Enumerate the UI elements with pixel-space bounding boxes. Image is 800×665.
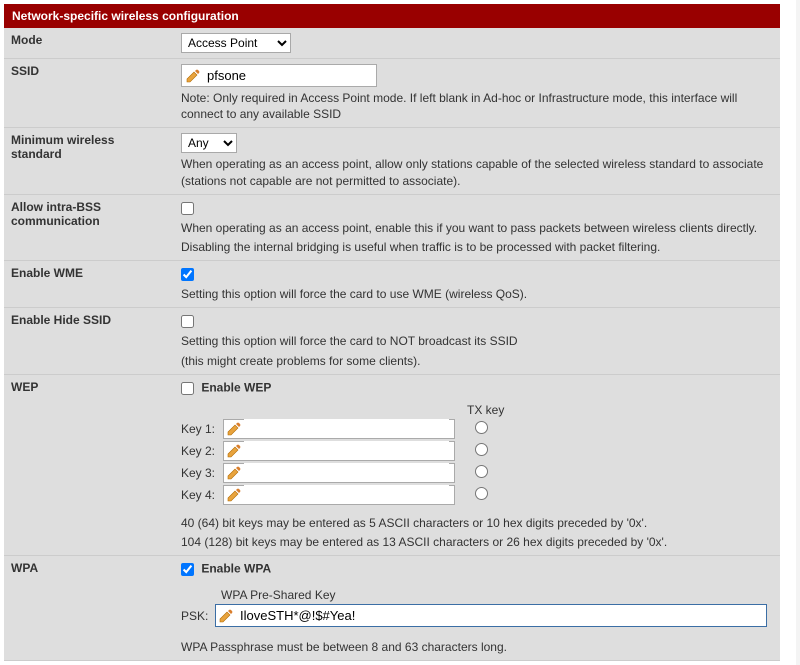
intrabss-label: Allow intra-BSS communication [4, 194, 174, 260]
panel-header: Network-specific wireless configuration [4, 4, 780, 28]
wep-key-3-label: Key 3: [181, 466, 223, 480]
wpa-psk-field-label: WPA Pre-Shared Key [221, 588, 773, 602]
wep-txkey-2-radio[interactable] [475, 443, 488, 456]
wep-enable-checkbox[interactable] [181, 382, 194, 395]
wep-txkey-4-radio[interactable] [475, 487, 488, 500]
wep-help1: 40 (64) bit keys may be entered as 5 ASC… [181, 515, 773, 531]
hidessid-help1: Setting this option will force the card … [181, 333, 773, 349]
pencil-icon [218, 608, 234, 624]
ssid-label: SSID [4, 59, 174, 128]
pencil-icon [226, 443, 242, 459]
txkey-header: TX key [467, 403, 773, 417]
wep-key-4-input[interactable] [244, 485, 449, 504]
wep-key-1-input[interactable] [244, 419, 449, 438]
wep-key-2-label: Key 2: [181, 444, 223, 458]
wep-txkey-1-radio[interactable] [475, 421, 488, 434]
wep-key-row-1: Key 1: [181, 419, 773, 439]
pencil-icon [226, 487, 242, 503]
wpa-enable-checkbox[interactable] [181, 563, 194, 576]
wep-key-row-3: Key 3: [181, 463, 773, 483]
wep-key-row-4: Key 4: [181, 485, 773, 505]
intrabss-checkbox[interactable] [181, 202, 194, 215]
wpa-psk-row-label: PSK: [181, 609, 215, 623]
ssid-input[interactable] [203, 66, 373, 85]
wep-enable-label: Enable WEP [201, 380, 271, 394]
minstd-select[interactable]: Any [181, 133, 237, 153]
panel-title: Network-specific wireless configuration [12, 9, 239, 23]
hidessid-help2: (this might create problems for some cli… [181, 353, 773, 369]
pencil-icon [226, 421, 242, 437]
mode-label: Mode [4, 28, 174, 59]
wep-label: WEP [4, 374, 174, 555]
minstd-help: When operating as an access point, allow… [181, 156, 773, 188]
wpa-enable-label: Enable WPA [201, 562, 271, 576]
wep-key-4-label: Key 4: [181, 488, 223, 502]
intrabss-help1: When operating as an access point, enabl… [181, 220, 773, 236]
ssid-note: Note: Only required in Access Point mode… [181, 90, 773, 122]
wep-key-row-2: Key 2: [181, 441, 773, 461]
ssid-input-wrap [181, 64, 377, 87]
wpa-help: WPA Passphrase must be between 8 and 63 … [181, 639, 773, 655]
wpa-psk-input[interactable] [236, 606, 761, 625]
wme-checkbox[interactable] [181, 268, 194, 281]
wpa-label: WPA [4, 556, 174, 661]
wep-help2: 104 (128) bit keys may be entered as 13 … [181, 534, 773, 550]
wme-help: Setting this option will force the card … [181, 286, 773, 302]
wep-txkey-3-radio[interactable] [475, 465, 488, 478]
wme-label: Enable WME [4, 261, 174, 308]
pencil-icon [226, 465, 242, 481]
wep-key-3-input[interactable] [244, 463, 449, 482]
wireless-config-form: Mode Access Point SSID Note: Only requir… [4, 28, 780, 661]
intrabss-help2: Disabling the internal bridging is usefu… [181, 239, 773, 255]
wep-key-1-label: Key 1: [181, 422, 223, 436]
hidessid-checkbox[interactable] [181, 315, 194, 328]
pencil-icon [185, 68, 201, 84]
wep-key-2-input[interactable] [244, 441, 449, 460]
mode-select[interactable]: Access Point [181, 33, 291, 53]
hidessid-label: Enable Hide SSID [4, 308, 174, 374]
minstd-label: Minimum wireless standard [4, 128, 174, 194]
